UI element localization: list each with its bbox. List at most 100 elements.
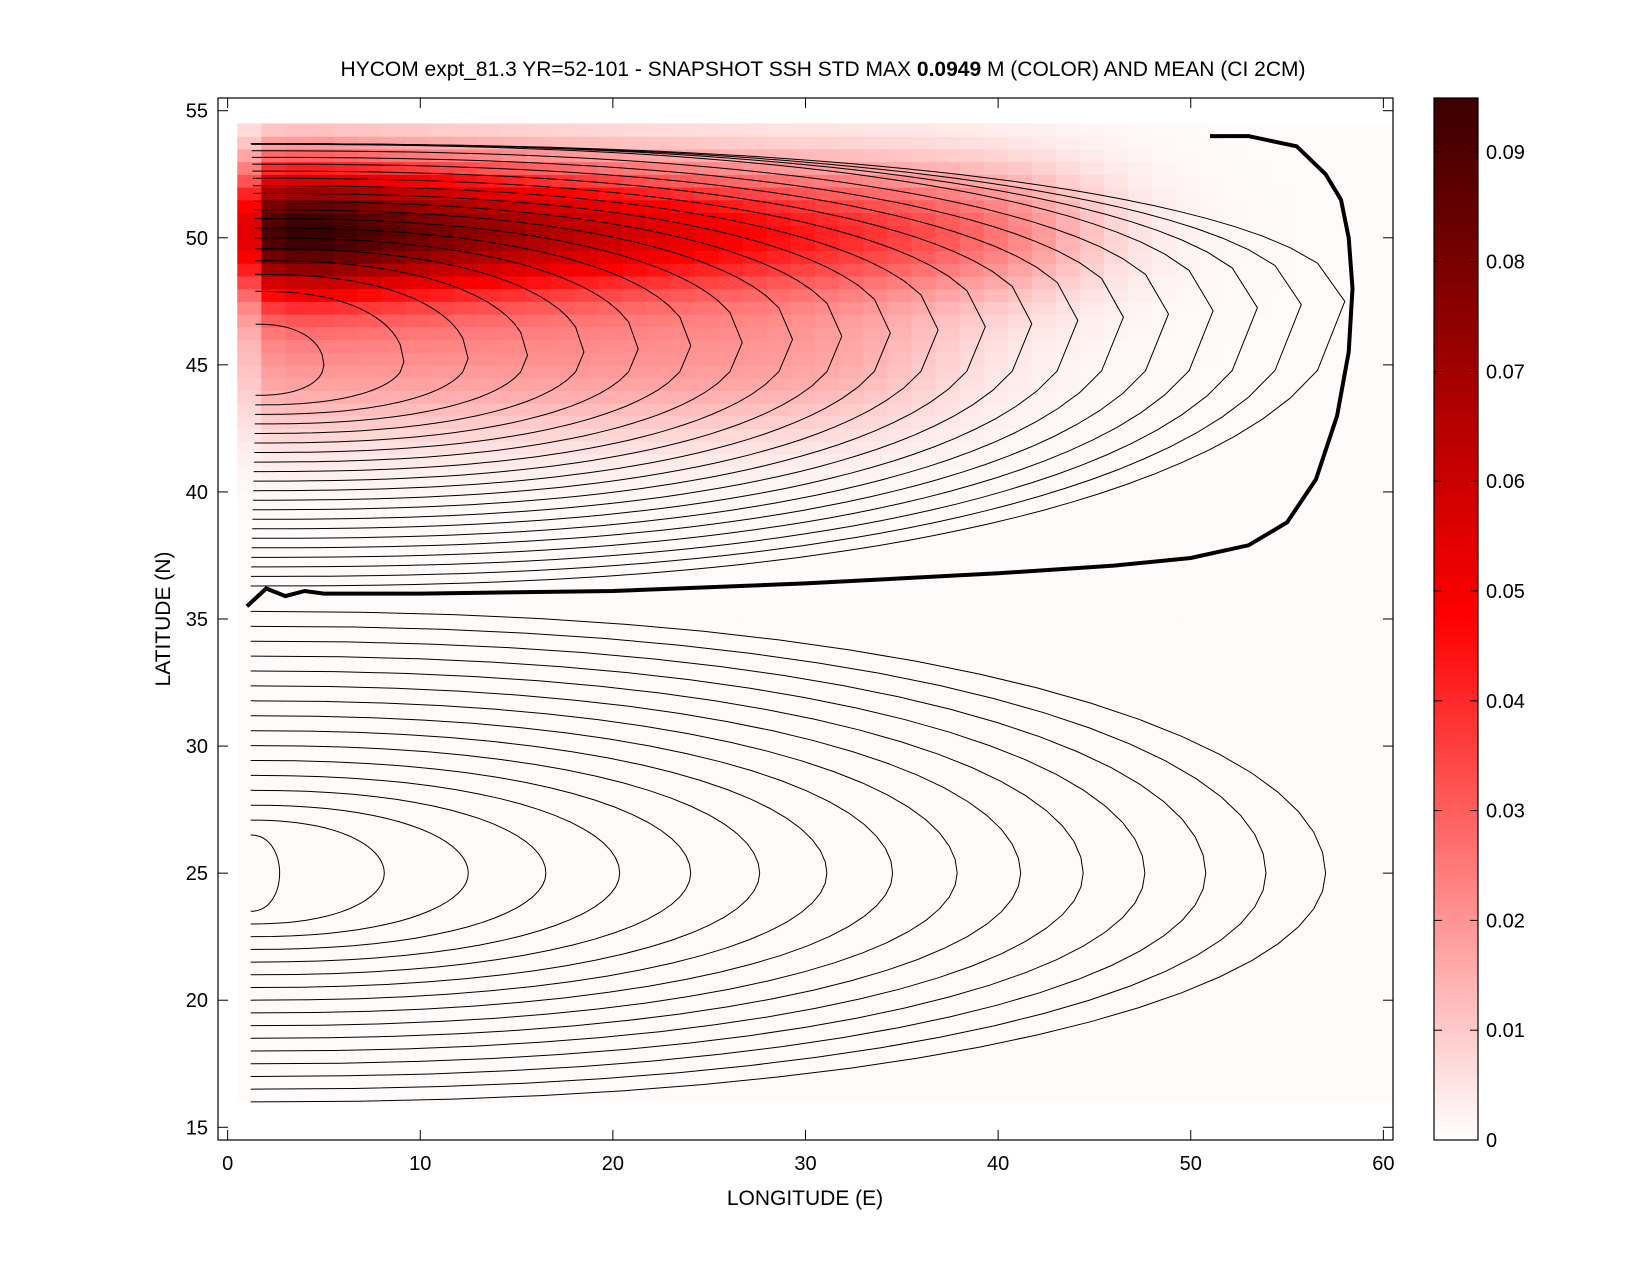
heatmap-cell [237,275,262,290]
heatmap-cell [1104,352,1129,366]
heatmap-cell [935,974,961,989]
heatmap-cell [550,885,575,900]
heatmap-cell [815,517,840,531]
heatmap-cell [261,237,287,252]
heatmap-cell [1104,644,1129,658]
heatmap-cell [1152,491,1177,506]
heatmap-cell [959,746,985,760]
heatmap-cell [381,657,407,671]
heatmap-cell [670,186,696,201]
heatmap-cell [935,326,961,341]
heatmap-cell [863,428,888,442]
heatmap-cell [935,479,961,493]
heatmap-cell [1055,771,1081,785]
heatmap-cell [1152,174,1177,188]
heatmap-cell [478,835,503,849]
heatmap-cell [791,746,816,760]
heatmap-cell [1368,479,1393,493]
heatmap-cell [646,377,672,391]
heatmap-cell [526,657,551,671]
heatmap-cell [1368,758,1393,773]
heatmap-cell [237,885,262,900]
heatmap-cell [405,314,431,328]
heatmap-cell [670,987,696,1001]
heatmap-cell [646,301,672,315]
heatmap-cell [237,936,262,950]
heatmap-cell [694,1000,720,1014]
heatmap-cell [622,936,648,950]
heatmap-cell [1344,136,1370,150]
heatmap-cell [405,301,431,315]
heatmap-cell [1296,441,1322,455]
heatmap-cell [959,962,985,976]
heatmap-cell [694,555,720,569]
x-tick-label: 20 [602,1153,624,1175]
heatmap-cell [405,669,431,684]
heatmap-cell [429,453,455,468]
heatmap-cell [911,606,937,620]
heatmap-cell [646,936,672,950]
heatmap-cell [959,974,985,989]
heatmap-cell [1079,593,1105,607]
heatmap-cell [1152,962,1177,976]
heatmap-cell [1200,174,1226,188]
heatmap-cell [718,707,744,722]
heatmap-cell [959,657,985,671]
heatmap-cell [1176,758,1201,773]
heatmap-cell [1272,186,1298,201]
heatmap-cell [1368,644,1393,658]
heatmap-cell [863,352,888,366]
heatmap-cell [1296,809,1322,823]
heatmap-cell [1320,860,1346,874]
heatmap-cell [1031,796,1057,811]
heatmap-cell [670,301,696,315]
heatmap-cell [1296,314,1322,328]
heatmap-cell [333,491,359,506]
heatmap-cell [502,987,527,1001]
heatmap-cell [1272,911,1298,925]
heatmap-cell [381,212,407,226]
heatmap-cell [1272,199,1298,213]
heatmap-cell [405,898,431,912]
heatmap-cell [863,619,888,633]
heatmap-cell [1104,580,1129,595]
heatmap-cell [863,682,888,696]
heatmap-cell [1344,974,1370,989]
heatmap-cell [333,758,359,773]
heatmap-cell [357,631,383,646]
heatmap-cell [237,974,262,989]
heatmap-cell [309,1038,335,1052]
heatmap-cell [1344,898,1370,912]
heatmap-cell [718,542,744,557]
heatmap-cell [670,911,696,925]
heatmap-cell [526,555,551,569]
heatmap-cell [381,873,407,887]
heatmap-cell [478,771,503,785]
heatmap-cell [1320,771,1346,785]
heatmap-cell [502,885,527,900]
heatmap-cell [237,631,262,646]
heatmap-cell [309,657,335,671]
heatmap-cell [1200,936,1226,950]
heatmap-cell [453,301,479,315]
heatmap-cell [285,746,311,760]
heatmap-cell [285,453,311,468]
heatmap-cell [1344,504,1370,518]
heatmap-cell [381,1089,407,1103]
heatmap-cell [526,860,551,874]
heatmap-cell [1224,657,1250,671]
heatmap-cell [237,148,262,163]
heatmap-cell [815,326,840,341]
heatmap-cell [381,466,407,480]
heatmap-cell [1055,796,1081,811]
heatmap-cell [237,771,262,785]
heatmap-cell [261,453,287,468]
heatmap-cell [1248,148,1274,163]
heatmap-cell [478,822,503,836]
heatmap-cell [1368,606,1393,620]
heatmap-cell [622,314,648,328]
heatmap-cell [526,377,551,391]
heatmap-cell [694,199,720,213]
heatmap-cell [766,275,792,290]
heatmap-cell [502,402,527,417]
